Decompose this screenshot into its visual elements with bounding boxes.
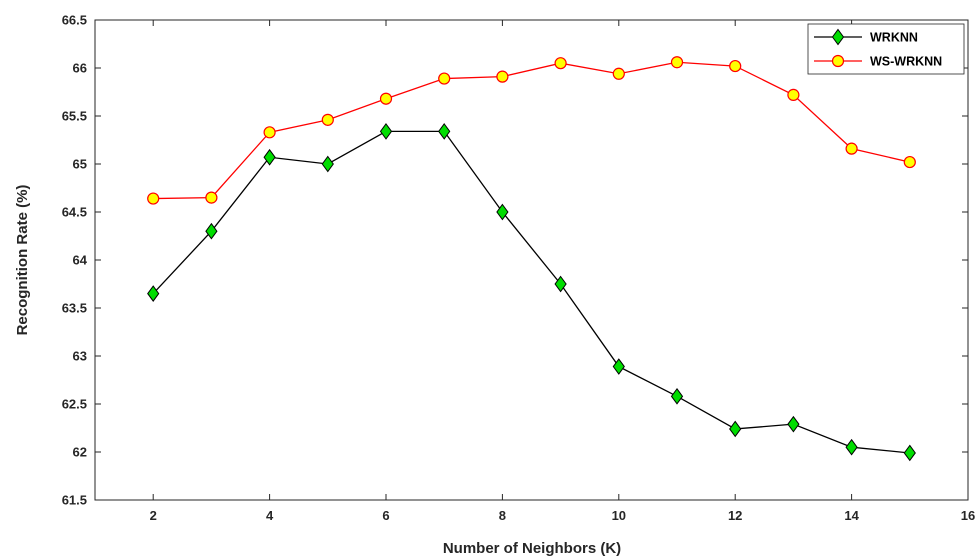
y-tick-label: 65 (73, 157, 87, 172)
data-point (612, 67, 625, 80)
y-tick-label: 63.5 (62, 301, 87, 316)
legend-marker (831, 28, 845, 46)
x-tick-label: 8 (499, 508, 506, 523)
x-tick-label: 6 (382, 508, 389, 523)
legend-box (807, 23, 965, 75)
data-point (379, 92, 393, 105)
data-point (147, 192, 160, 205)
y-axis-label: Recognition Rate (%) (14, 185, 31, 336)
plot-frame (94, 19, 969, 501)
data-point (612, 358, 625, 375)
y-tick-label: 63 (73, 349, 87, 364)
data-point (554, 57, 567, 70)
data-point (379, 123, 393, 140)
series-line (152, 130, 910, 454)
data-point (321, 155, 334, 173)
data-point (845, 438, 858, 456)
y-tick-label: 65.5 (62, 109, 87, 124)
legend-entry: WS-WRKNN (870, 55, 942, 69)
data-point (205, 222, 218, 240)
plot-area (95, 20, 968, 500)
x-tick-label: 2 (150, 508, 157, 523)
legend: WRKNN WS-WRKNN (807, 23, 965, 75)
data-point (321, 113, 334, 126)
x-tick-label: 12 (728, 508, 742, 523)
y-tick-label: 64 (73, 253, 88, 268)
data-point (263, 126, 276, 139)
data-point (670, 387, 684, 405)
y-tick-label: 62 (73, 445, 87, 460)
y-tick-label: 64.5 (62, 205, 87, 220)
data-point (147, 285, 160, 302)
series-layer (147, 56, 916, 462)
data-point (496, 203, 509, 221)
data-point (845, 142, 858, 155)
ticks-layer: 2 4 6 8 10 12 14 16 61.5 62 62.5 63 63.5 64 64.5 65 65.5… (62, 13, 976, 524)
data-point (438, 72, 451, 85)
y-tick-label: 61.5 (62, 493, 87, 508)
data-point (729, 420, 742, 438)
x-axis-label: Number of Neighbors (K) (443, 540, 621, 557)
series-wrknn (147, 123, 916, 462)
series-line (153, 61, 910, 200)
series-ws-wrknn (147, 56, 916, 205)
data-point (263, 148, 276, 166)
data-point (205, 191, 218, 204)
x-tick-label: 10 (612, 508, 626, 523)
data-point (729, 59, 742, 73)
x-tick-label: 14 (844, 508, 859, 523)
data-point (554, 275, 567, 293)
legend-marker (831, 54, 845, 68)
x-tick-label: 16 (961, 508, 975, 523)
data-point (496, 70, 509, 83)
legend-entry: WRKNN (870, 31, 918, 45)
y-tick-label: 66 (73, 61, 87, 76)
data-point (903, 155, 916, 169)
x-tick-label: 4 (266, 508, 274, 523)
data-point (787, 415, 800, 433)
data-point (787, 88, 800, 101)
data-point (903, 444, 916, 462)
y-tick-label: 62.5 (62, 397, 87, 412)
data-point (438, 123, 451, 140)
y-tick-label: 66.5 (62, 13, 87, 28)
data-point (670, 56, 684, 69)
